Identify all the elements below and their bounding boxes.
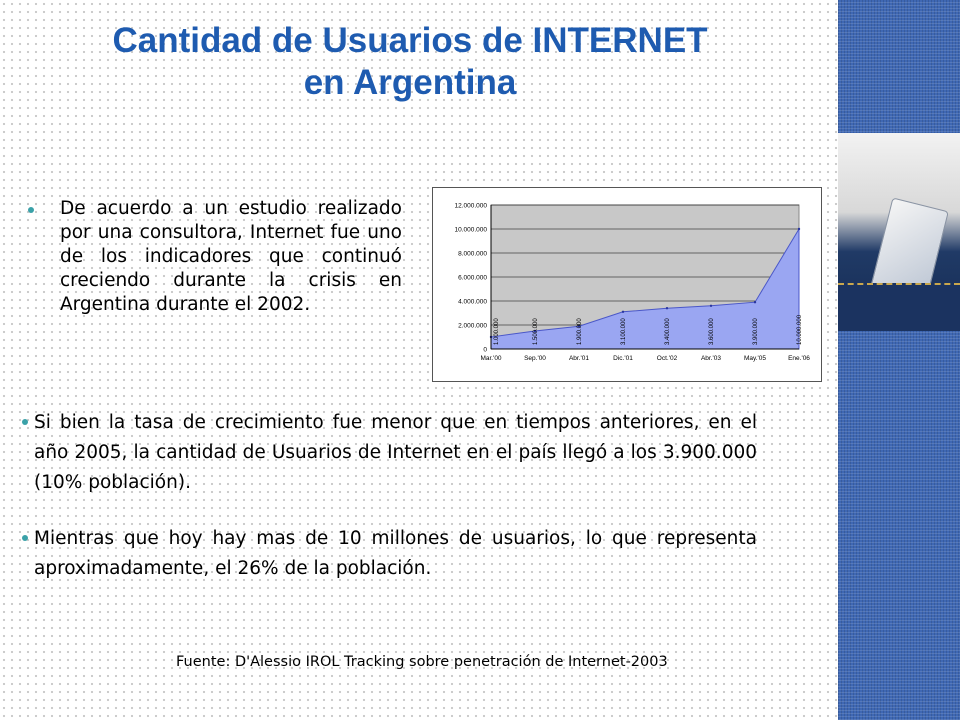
bullet-dot-icon xyxy=(22,535,28,541)
y-tick-label: 2.000.000 xyxy=(458,323,487,330)
bullet-text: Si bien la tasa de crecimiento fue menor… xyxy=(34,412,757,493)
x-tick-label: Abr.'01 xyxy=(569,355,589,362)
users-chart: 0 2.000.000 4.000.000 6.000.000 8.000.000 10.… xyxy=(432,187,822,382)
bullet-dot-icon xyxy=(22,419,28,425)
data-point xyxy=(665,307,669,310)
y-tick-label: 12.000.000 xyxy=(454,203,487,210)
slide-title: Cantidad de Usuarios de INTERNET en Arge… xyxy=(40,20,780,104)
bullet-dot-icon xyxy=(28,207,34,213)
x-tick-label: Abr.'03 xyxy=(701,355,721,362)
data-point xyxy=(797,227,801,231)
decorative-sidebar xyxy=(838,0,960,720)
data-point xyxy=(709,304,713,307)
x-tick-label: May.'05 xyxy=(744,355,766,362)
y-tick-label: 0 xyxy=(483,347,487,354)
data-point xyxy=(621,310,625,313)
x-tick-label: Sep.'00 xyxy=(524,355,546,362)
y-tick-label: 4.000.000 xyxy=(458,299,487,306)
bullet-text: Mientras que hoy hay mas de 10 millones … xyxy=(34,528,757,579)
source-note: Fuente: D'Alessio IROL Tracking sobre pe… xyxy=(176,654,668,670)
title-line-2: en Argentina xyxy=(303,63,517,102)
users-area-chart: 0 2.000.000 4.000.000 6.000.000 8.000.000 10.… xyxy=(454,203,810,363)
bullet-study: De acuerdo a un estudio realizado por un… xyxy=(22,197,402,317)
jeans-pocket-image xyxy=(838,283,960,331)
data-point xyxy=(577,325,581,328)
title-line-1: Cantidad de Usuarios de INTERNET xyxy=(112,21,708,60)
x-tick-label: Mar.'00 xyxy=(480,355,501,362)
bullet-growth-2005: Si bien la tasa de crecimiento fue menor… xyxy=(22,408,757,498)
data-label: 3.100.000 xyxy=(621,318,627,345)
data-label: 3.900.000 xyxy=(753,318,759,345)
y-tick-label: 6.000.000 xyxy=(458,275,487,282)
data-label: 1.900.000 xyxy=(577,318,583,345)
y-tick-label: 8.000.000 xyxy=(458,251,487,258)
data-label: 10.000.000 xyxy=(797,314,803,345)
credit-card-photo xyxy=(838,133,960,331)
data-label: 3.600.000 xyxy=(709,318,715,345)
data-label: 1.500.000 xyxy=(533,318,539,345)
data-point xyxy=(533,329,537,333)
data-point xyxy=(753,301,757,304)
y-tick-label: 10.000.000 xyxy=(454,227,487,234)
bullet-current-users: Mientras que hoy hay mas de 10 millones … xyxy=(22,524,757,584)
x-tick-label: Oct.'02 xyxy=(657,355,678,362)
x-tick-label: Ene.'06 xyxy=(788,355,810,362)
bullet-text: De acuerdo a un estudio realizado por un… xyxy=(60,198,402,315)
x-tick-label: Dic.'01 xyxy=(613,355,633,362)
data-label: 3.400.000 xyxy=(665,318,671,345)
data-label: 1.000.000 xyxy=(494,318,500,345)
